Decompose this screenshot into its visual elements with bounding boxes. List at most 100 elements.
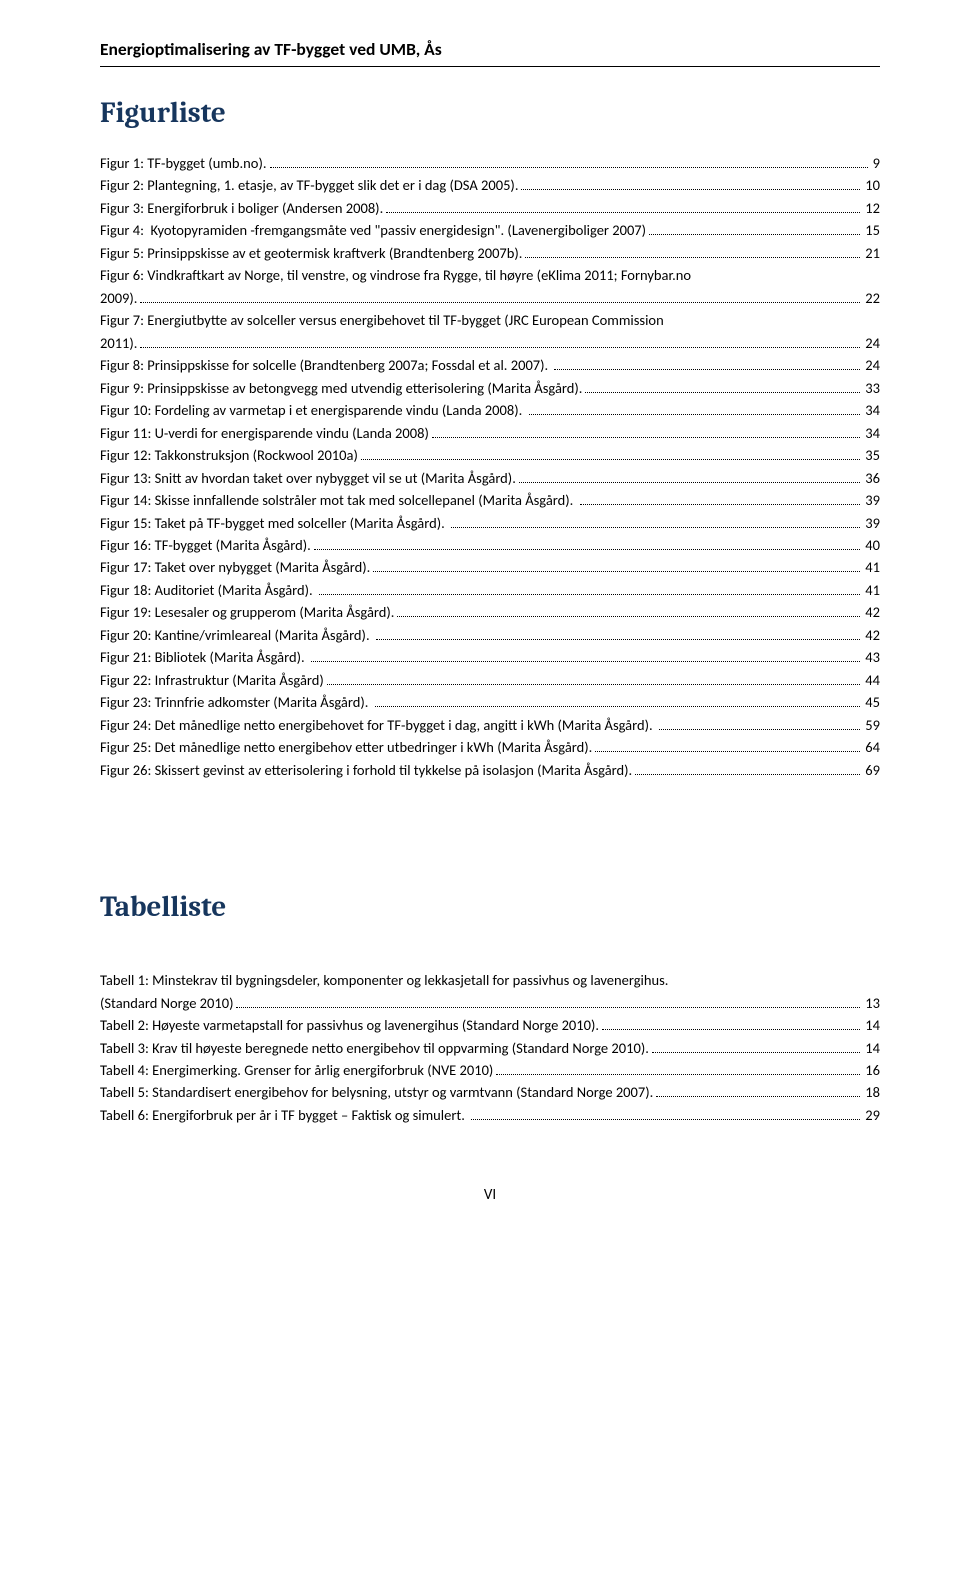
dot-leader xyxy=(652,1040,860,1052)
dot-leader xyxy=(236,995,860,1007)
tabelliste-entry-page: 16 xyxy=(863,1059,880,1081)
figurliste-entry-page: 43 xyxy=(863,646,880,668)
tabelliste-entry-text: Tabell 5: Standardisert energibehov for … xyxy=(100,1081,653,1103)
figurliste-entry: Figur 20: Kantine/vrimleareal (Marita Ås… xyxy=(100,624,880,646)
figurliste-entry: Figur 8: Prinsippskisse for solcelle (Br… xyxy=(100,354,880,376)
figurliste-entry: Figur 2: Plantegning, 1. etasje, av TF-b… xyxy=(100,174,880,196)
dot-leader xyxy=(580,493,861,505)
dot-leader xyxy=(319,583,860,595)
dot-leader xyxy=(525,246,860,258)
dot-leader xyxy=(386,201,860,213)
figurliste-heading: Figurliste xyxy=(100,97,880,130)
tabelliste-entry-text: Tabell 2: Høyeste varmetapstall for pass… xyxy=(100,1014,599,1036)
document-header-title: Energioptimalisering av TF-bygget ved UM… xyxy=(100,38,880,60)
dot-leader xyxy=(375,695,861,707)
figurliste-entry-text: Figur 22: Infrastruktur (Marita Åsgård) xyxy=(100,669,324,691)
figurliste-entry-page: 35 xyxy=(863,444,880,466)
figurliste-entry-page: 36 xyxy=(863,467,880,489)
figurliste-entry-text: Figur 24: Det månedlige netto energibeho… xyxy=(100,714,656,736)
tabelliste-entry: Tabell 2: Høyeste varmetapstall for pass… xyxy=(100,1014,880,1036)
tabelliste-entry-page: 14 xyxy=(863,1037,880,1059)
tabelliste-entry-text: Tabell 3: Krav til høyeste beregnede net… xyxy=(100,1037,649,1059)
figurliste-entry: Figur 21: Bibliotek (Marita Åsgård). 43 xyxy=(100,646,880,668)
figurliste-entry-page: 59 xyxy=(863,714,880,736)
figurliste-entry: Figur 18: Auditoriet (Marita Åsgård). 41 xyxy=(100,579,880,601)
figurliste-entry-page: 40 xyxy=(863,534,880,556)
figurliste-entry: Figur 24: Det månedlige netto energibeho… xyxy=(100,714,880,736)
figurliste-entry-page: 69 xyxy=(863,759,880,781)
tabelliste-entry-page: 13 xyxy=(863,992,880,1014)
figurliste-entry-page: 12 xyxy=(863,197,880,219)
dot-leader xyxy=(519,470,860,482)
dot-leader xyxy=(635,762,860,774)
dot-leader xyxy=(140,335,860,347)
figurliste-entry-page: 24 xyxy=(863,332,880,354)
tabelliste-entry: Tabell 6: Energiforbruk per år i TF bygg… xyxy=(100,1104,880,1126)
tabelliste-list: Tabell 1: Minstekrav til bygningsdeler, … xyxy=(100,969,880,1126)
figurliste-entry: Figur 9: Prinsippskisse av betongvegg me… xyxy=(100,377,880,399)
figurliste-entry: Figur 12: Takkonstruksjon (Rockwool 2010… xyxy=(100,444,880,466)
figurliste-entry-text: Figur 15: Taket på TF-bygget med solcell… xyxy=(100,512,448,534)
figurliste-entry-text: Figur 14: Skisse innfallende solstråler … xyxy=(100,489,577,511)
tabelliste-entry-text: Tabell 4: Energimerking. Grenser for årl… xyxy=(100,1059,493,1081)
figurliste-entry-line: Figur 6: Vindkraftkart av Norge, til ven… xyxy=(100,264,880,286)
figurliste-entry-page: 22 xyxy=(863,287,880,309)
figurliste-entry-text: Figur 11: U-verdi for energisparende vin… xyxy=(100,422,429,444)
dot-leader xyxy=(649,223,860,235)
dot-leader xyxy=(595,740,860,752)
dot-leader xyxy=(529,403,861,415)
figurliste-entry-text: Figur 18: Auditoriet (Marita Åsgård). xyxy=(100,579,316,601)
figurliste-entry-page: 34 xyxy=(863,399,880,421)
figurliste-entry-page: 42 xyxy=(863,601,880,623)
dot-leader xyxy=(656,1085,860,1097)
dot-leader xyxy=(451,515,860,527)
figurliste-entry-text: Figur 4: Kyotopyramiden -fremgangsmåte v… xyxy=(100,219,646,241)
figurliste-entry: Figur 13: Snitt av hvordan taket over ny… xyxy=(100,467,880,489)
figurliste-entry: Figur 14: Skisse innfallende solstråler … xyxy=(100,489,880,511)
tabelliste-entry-page: 18 xyxy=(863,1081,880,1103)
dot-leader xyxy=(585,380,860,392)
dot-leader xyxy=(311,650,860,662)
dot-leader xyxy=(373,560,860,572)
dot-leader xyxy=(140,291,860,303)
figurliste-entry-text: Figur 1: TF-bygget (umb.no). xyxy=(100,152,267,174)
figurliste-entry-text: Figur 17: Taket over nybygget (Marita Ås… xyxy=(100,556,370,578)
figurliste-entry-text: Figur 19: Lesesaler og grupperom (Marita… xyxy=(100,601,394,623)
figurliste-entry-page: 21 xyxy=(863,242,880,264)
figurliste-entry-page: 64 xyxy=(863,736,880,758)
tabelliste-entry-page: 29 xyxy=(863,1104,880,1126)
figurliste-entry-text: Figur 20: Kantine/vrimleareal (Marita Ås… xyxy=(100,624,373,646)
tabelliste-entry-page: 14 xyxy=(863,1014,880,1036)
tabelliste-heading: Tabelliste xyxy=(100,891,880,924)
dot-leader xyxy=(361,448,860,460)
tabelliste-entry: Tabell 5: Standardisert energibehov for … xyxy=(100,1081,880,1103)
figurliste-entry-page: 34 xyxy=(863,422,880,444)
figurliste-entry-page: 44 xyxy=(863,669,880,691)
dot-leader xyxy=(327,672,861,684)
dot-leader xyxy=(602,1018,860,1030)
figurliste-entry: Figur 23: Trinnfrie adkomster (Marita Ås… xyxy=(100,691,880,713)
figurliste-entry-page: 41 xyxy=(863,579,880,601)
dot-leader xyxy=(659,717,860,729)
figurliste-entry: Figur 17: Taket over nybygget (Marita Ås… xyxy=(100,556,880,578)
figurliste-entry-text: 2009). xyxy=(100,287,137,309)
figurliste-entry: Figur 19: Lesesaler og grupperom (Marita… xyxy=(100,601,880,623)
figurliste-entry: Figur 26: Skissert gevinst av etterisole… xyxy=(100,759,880,781)
figurliste-entry-page: 15 xyxy=(863,219,880,241)
figurliste-entry-text: Figur 9: Prinsippskisse av betongvegg me… xyxy=(100,377,582,399)
figurliste-entry-text: Figur 10: Fordeling av varmetap i et ene… xyxy=(100,399,526,421)
figurliste-entry-text: Figur 3: Energiforbruk i boliger (Anders… xyxy=(100,197,383,219)
figurliste-entry-page: 33 xyxy=(863,377,880,399)
figurliste-entry-page: 39 xyxy=(863,512,880,534)
page-number: VI xyxy=(100,1186,880,1204)
tabelliste-entry: (Standard Norge 2010) 13 xyxy=(100,992,880,1014)
figurliste-entry: Figur 25: Det månedlige netto energibeho… xyxy=(100,736,880,758)
figurliste-entry-text: Figur 23: Trinnfrie adkomster (Marita Ås… xyxy=(100,691,372,713)
dot-leader xyxy=(397,605,860,617)
figurliste-entry-page: 24 xyxy=(863,354,880,376)
dot-leader xyxy=(314,538,861,550)
tabelliste-entry: Tabell 4: Energimerking. Grenser for årl… xyxy=(100,1059,880,1081)
figurliste-entry-text: 2011). xyxy=(100,332,137,354)
figurliste-entry-page: 9 xyxy=(871,152,880,174)
figurliste-entry-line: Figur 7: Energiutbytte av solceller vers… xyxy=(100,309,880,331)
